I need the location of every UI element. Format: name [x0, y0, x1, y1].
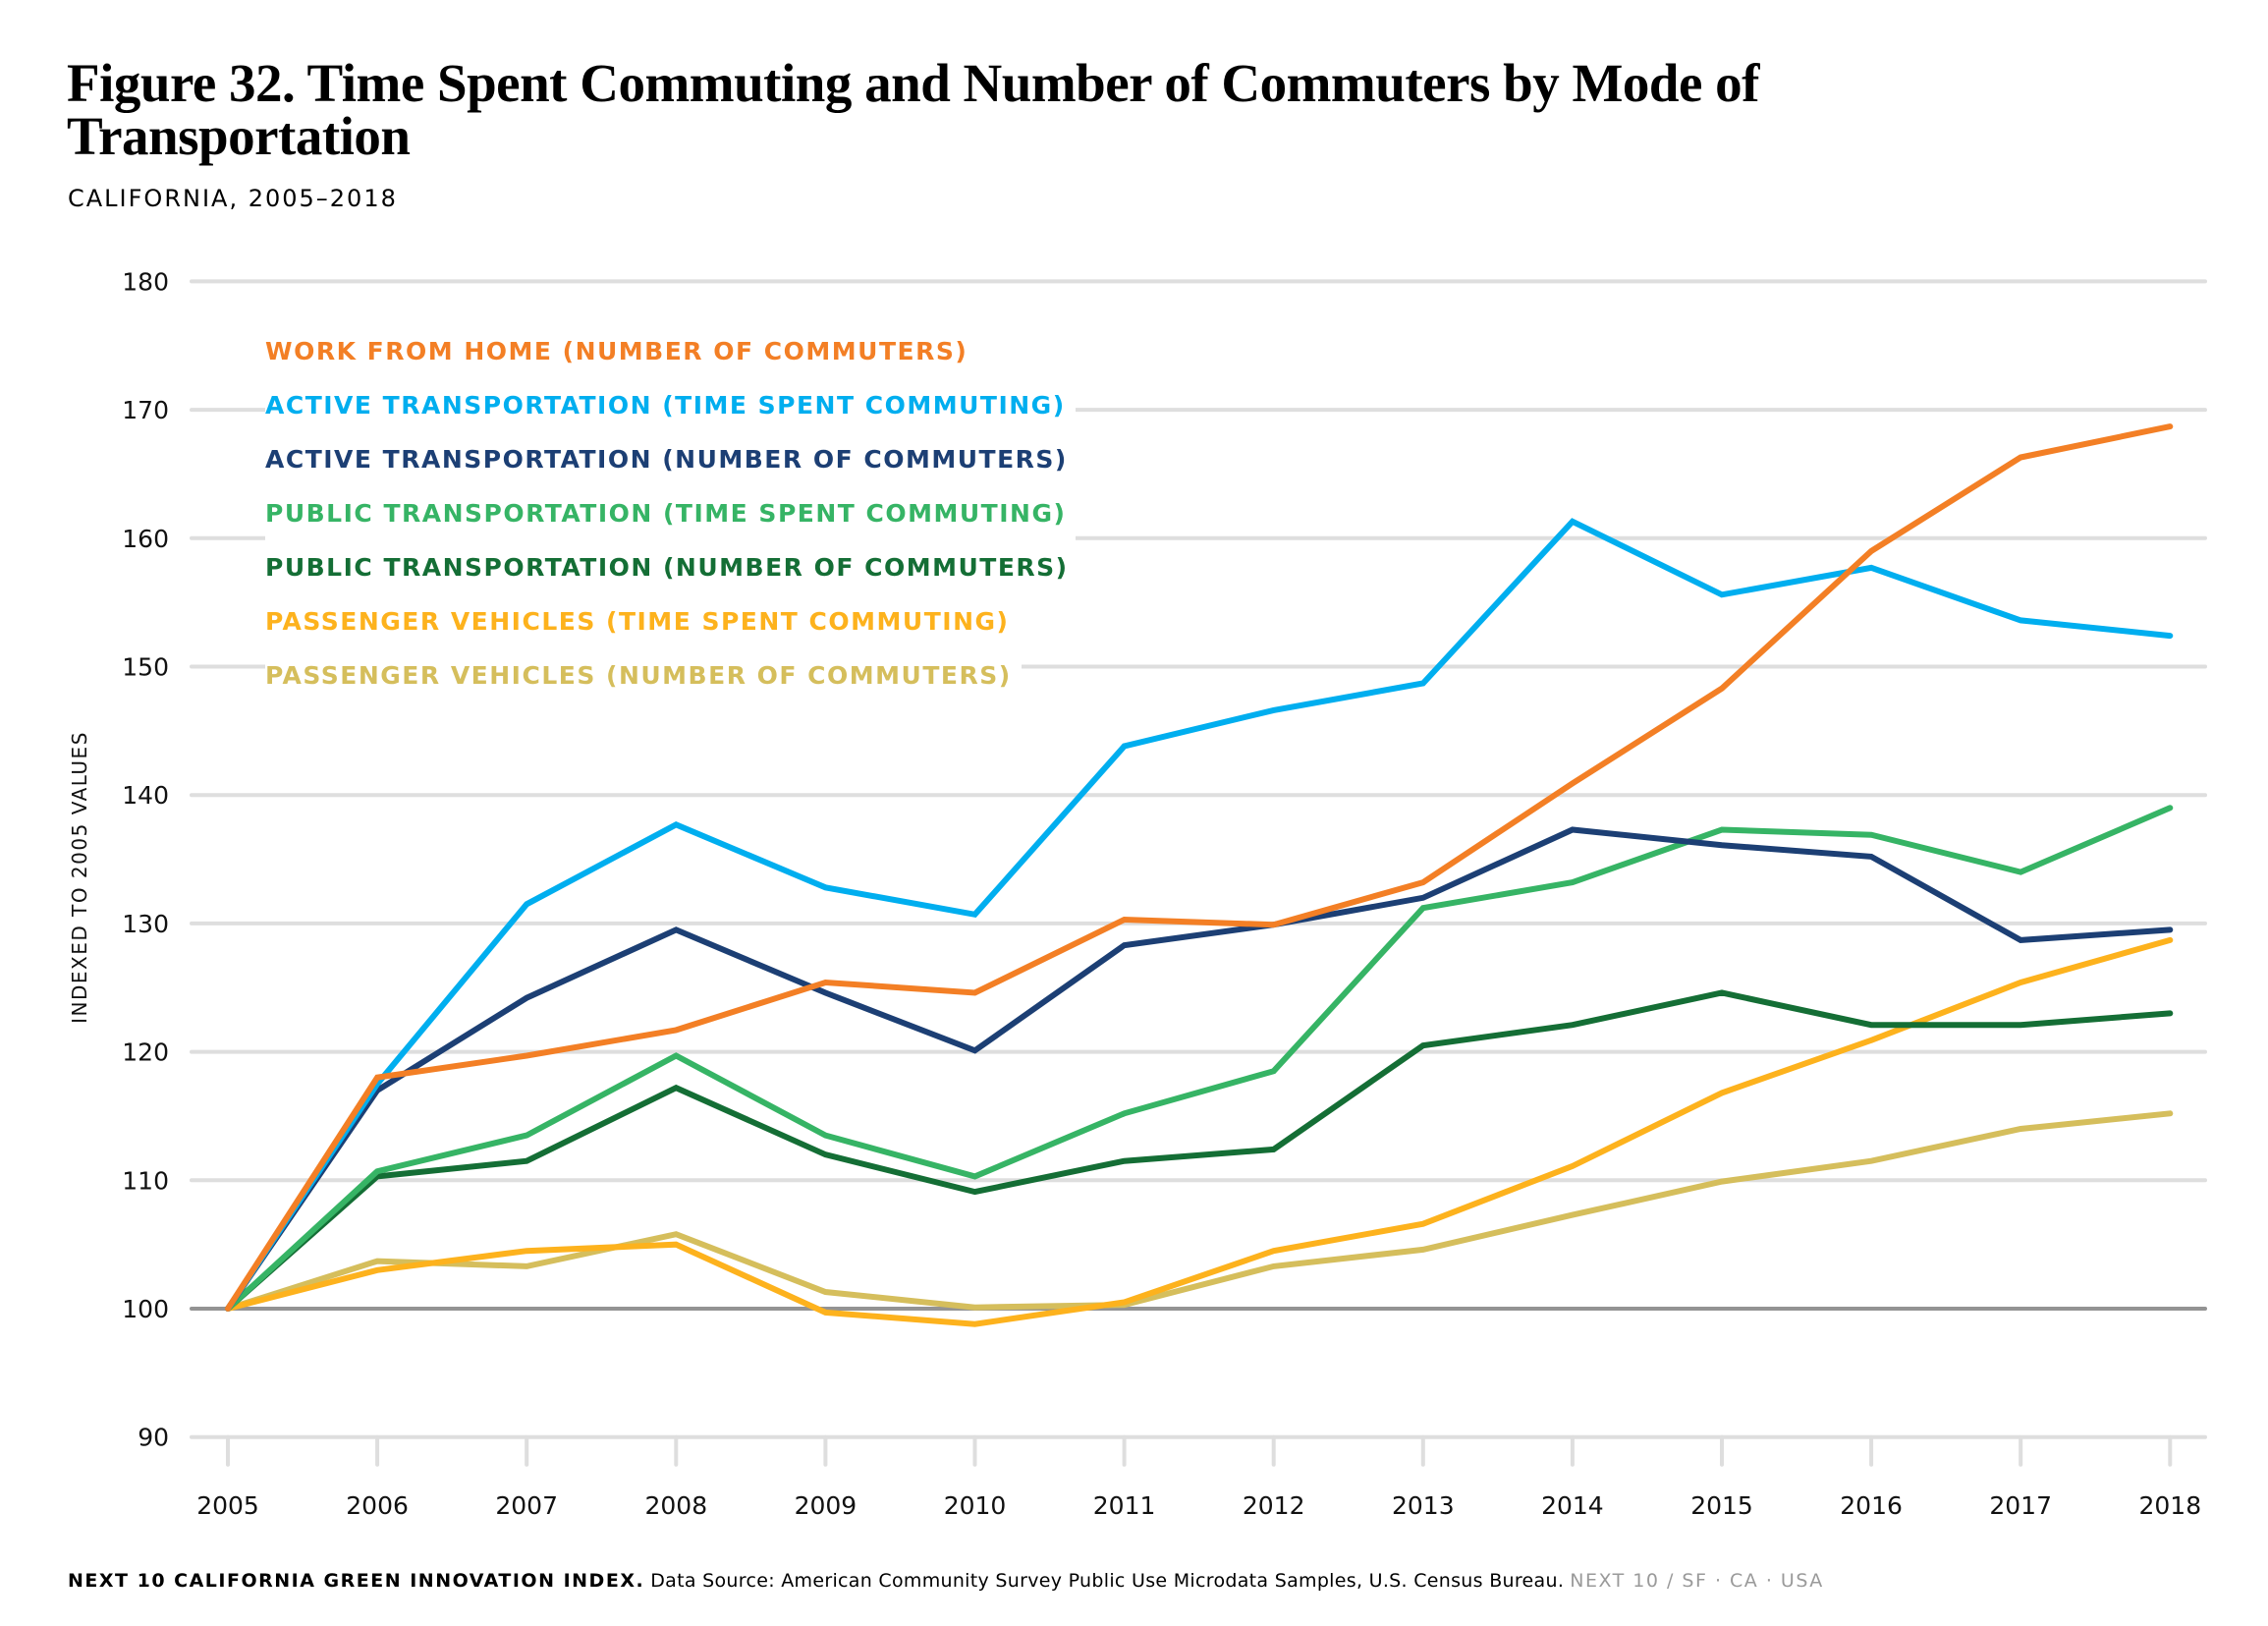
y-tick-label: 150 [122, 653, 169, 682]
series-line-0 [225, 423, 2174, 1312]
legend: WORK FROM HOME (NUMBER OF COMMUTERS) ACTI… [265, 334, 1079, 712]
y-axis-label: INDEXED TO 2005 VALUES [68, 731, 91, 1024]
y-tick-label: 100 [122, 1295, 169, 1323]
y-tick-label: 130 [122, 910, 169, 938]
y-tick-label: 120 [122, 1038, 169, 1067]
series-line-5 [225, 936, 2174, 1327]
y-tick-label: 110 [122, 1166, 169, 1195]
x-tick-label: 2014 [1541, 1491, 1604, 1520]
x-axis-ticks: 2005 2006 2007 2008 2009 2010 2011 2012 2013 2014… [196, 1434, 2201, 1520]
x-tick-label: 2017 [1989, 1491, 2052, 1520]
footer-publisher: NEXT 10 CALIFORNIA GREEN INNOVATION INDE… [68, 1570, 645, 1592]
x-tick-label: 2010 [944, 1491, 1007, 1520]
legend-item: WORK FROM HOME (NUMBER OF COMMUTERS) [265, 334, 978, 388]
x-tick-label: 2009 [795, 1491, 857, 1520]
legend-item: PUBLIC TRANSPORTATION (TIME SPENT COMMUT… [265, 496, 1077, 550]
chart-subtitle: CALIFORNIA, 2005–2018 [68, 185, 398, 212]
y-axis-ticks: 90 100 110 120 130 140 150 160 170 180 [122, 267, 169, 1451]
legend-item: PASSENGER VEHICLES (NUMBER OF COMMUTERS) [265, 658, 1022, 712]
footer: NEXT 10 CALIFORNIA GREEN INNOVATION INDE… [68, 1570, 1824, 1592]
legend-item: ACTIVE TRANSPORTATION (NUMBER OF COMMUTE… [265, 442, 1078, 496]
series-line-2 [225, 826, 2174, 1312]
x-tick-label: 2016 [1840, 1491, 1903, 1520]
x-tick-label: 2006 [346, 1491, 409, 1520]
x-tick-label: 2015 [1690, 1491, 1753, 1520]
y-tick-label: 140 [122, 781, 169, 810]
legend-item: ACTIVE TRANSPORTATION (TIME SPENT COMMUT… [265, 388, 1076, 442]
series-line-4 [225, 989, 2174, 1312]
y-tick-label: 180 [122, 267, 169, 296]
y-tick-label: 160 [122, 525, 169, 553]
footer-brand: NEXT 10 / SF · CA · USA [1570, 1570, 1824, 1592]
x-tick-label: 2018 [2138, 1491, 2201, 1520]
x-tick-label: 2013 [1392, 1491, 1455, 1520]
x-tick-label: 2008 [644, 1491, 707, 1520]
legend-item: PUBLIC TRANSPORTATION (NUMBER OF COMMUTE… [265, 550, 1079, 604]
x-tick-label: 2007 [495, 1491, 558, 1520]
footer-source: Data Source: American Community Survey P… [650, 1570, 1565, 1592]
x-tick-label: 2011 [1093, 1491, 1156, 1520]
series-line-6 [225, 1110, 2174, 1312]
y-tick-label: 90 [138, 1424, 169, 1452]
series-lines [225, 423, 2174, 1327]
legend-item: PASSENGER VEHICLES (TIME SPENT COMMUTING… [265, 604, 1020, 658]
x-tick-label: 2012 [1243, 1491, 1305, 1520]
series-line-3 [225, 805, 2174, 1312]
y-tick-label: 170 [122, 396, 169, 424]
chart-title: Figure 32. Time Spent Commuting and Numb… [67, 53, 1759, 166]
x-tick-label: 2005 [196, 1491, 259, 1520]
